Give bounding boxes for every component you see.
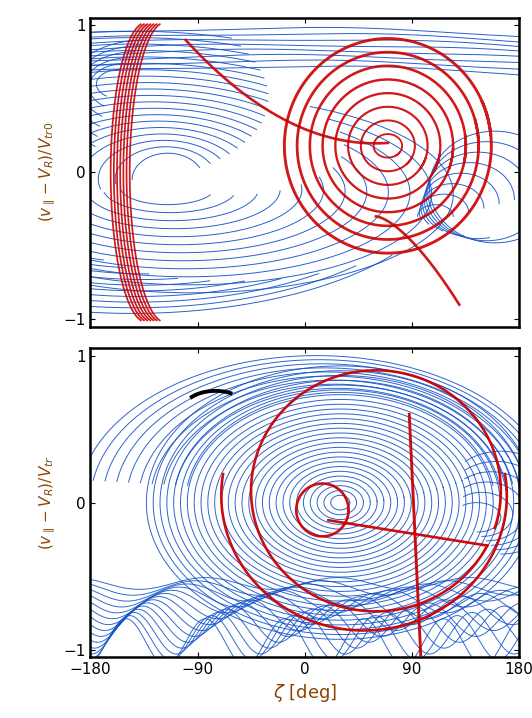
Y-axis label: $(v_{\parallel}-V_R)/V_{tr0}$: $(v_{\parallel}-V_R)/V_{tr0}$: [37, 122, 57, 223]
X-axis label: $\zeta$ [deg]: $\zeta$ [deg]: [272, 682, 337, 704]
Y-axis label: $(v_{\parallel}-V_R)/V_{tr}$: $(v_{\parallel}-V_R)/V_{tr}$: [37, 455, 57, 550]
